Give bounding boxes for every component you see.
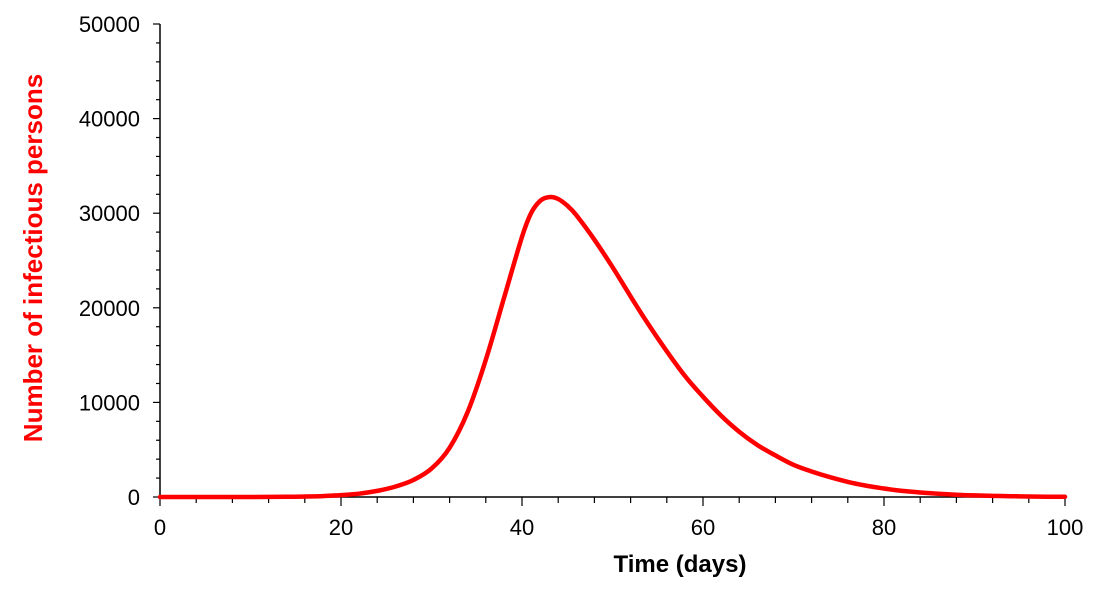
series-line-infectious — [157, 194, 1068, 500]
x-tick-label: 0 — [154, 515, 166, 540]
y-axis-title: Number of infectious persons — [18, 74, 48, 442]
x-tick-label: 60 — [691, 515, 715, 540]
x-tick-label: 40 — [510, 515, 534, 540]
x-tick-label: 20 — [329, 515, 353, 540]
y-tick-label: 20000 — [79, 296, 140, 321]
y-axis-ticks — [153, 23, 160, 498]
x-axis-title: Time (days) — [614, 551, 747, 578]
y-tick-label: 10000 — [79, 390, 140, 415]
y-tick-label: 0 — [128, 485, 140, 510]
y-tick-label: 50000 — [79, 12, 140, 37]
y-axis-tick-labels: 0 10000 20000 30000 40000 50000 — [79, 12, 140, 510]
x-tick-label: 100 — [1047, 515, 1084, 540]
x-tick-label: 80 — [872, 515, 896, 540]
x-axis-tick-labels: 0 20 40 60 80 100 — [154, 515, 1083, 540]
y-tick-label: 40000 — [79, 107, 140, 132]
y-tick-label: 30000 — [79, 201, 140, 226]
